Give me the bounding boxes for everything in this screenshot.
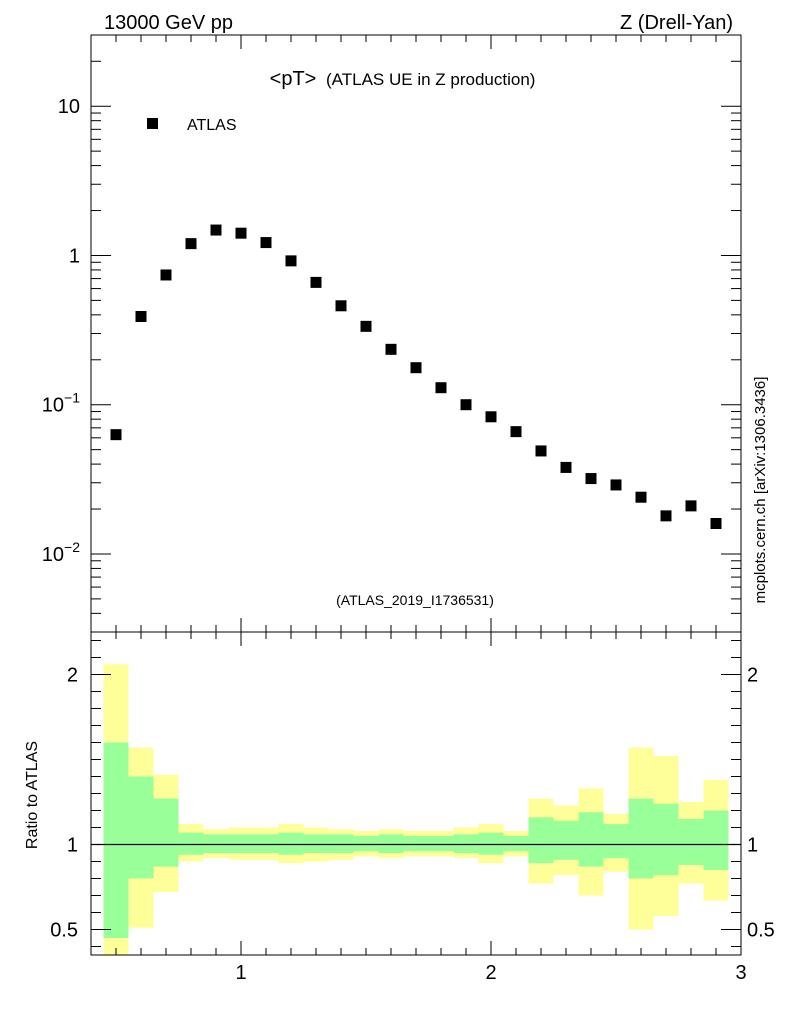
header-process-label: Z (Drell-Yan) <box>620 12 733 34</box>
data-point-atlas <box>710 517 722 529</box>
data-point-atlas <box>485 411 497 423</box>
data-point-atlas <box>535 445 547 457</box>
ratio-ylabel: Ratio to ATLAS <box>24 741 41 849</box>
data-point-atlas <box>385 343 397 355</box>
ratio-band-inner <box>178 832 204 855</box>
data-point-atlas <box>660 510 672 522</box>
ratio-band-inner <box>553 820 579 860</box>
ratio-panel: 1 2 30.5 0.51 12 2 <box>50 631 775 984</box>
ratio-band-inner <box>153 798 179 867</box>
data-point-atlas <box>210 224 222 236</box>
data-point-atlas <box>310 276 322 288</box>
plot-title-sub: (ATLAS UE in Z production) <box>326 70 535 89</box>
y-tick-label: 10−2 <box>42 539 80 566</box>
data-point-atlas <box>685 500 697 512</box>
data-point-atlas <box>185 238 197 250</box>
header-energy-label: 13000 GeV pp <box>104 12 233 34</box>
data-point-atlas <box>135 310 147 322</box>
legend-marker-atlas <box>147 118 158 129</box>
data-point-atlas <box>585 473 597 485</box>
ratio-y-tick-label-right: 2 <box>747 665 758 687</box>
ratio-band-inner <box>528 817 554 864</box>
x-tick-label: 3 <box>735 962 746 984</box>
ratio-band-inner <box>128 776 154 879</box>
ratio-band-inner <box>103 742 129 938</box>
ratio-y-tick-label-left: 2 <box>67 665 78 687</box>
data-point-atlas <box>560 461 572 473</box>
data-point-atlas <box>460 399 472 411</box>
ratio-band-inner <box>403 836 429 852</box>
ratio-band-inner <box>203 834 229 853</box>
y-tick-label: 1 <box>69 245 80 267</box>
data-point-atlas <box>235 227 247 239</box>
ratio-band-inner <box>678 819 704 865</box>
data-point-atlas <box>435 382 447 394</box>
ratio-band-inner <box>703 810 729 870</box>
data-point-atlas <box>410 362 422 374</box>
x-tick-label: 1 <box>235 962 246 984</box>
ratio-band-inner <box>253 834 279 853</box>
ratio-band-inner <box>603 824 629 859</box>
ratio-y-tick-label-left: 0.5 <box>50 920 78 942</box>
data-point-atlas <box>635 491 647 503</box>
ratio-y-tick-label-right: 1 <box>747 835 758 857</box>
ratio-y-tick-label-right: 0.5 <box>747 920 775 942</box>
data-point-atlas <box>510 426 522 438</box>
plot-title-main: <pT> <box>270 68 317 90</box>
ratio-band-inner <box>353 836 379 852</box>
data-point-atlas <box>260 237 272 249</box>
ratio-band-inner <box>303 834 329 853</box>
ratio-band-inner <box>628 798 654 879</box>
ratio-y-tick-label-left: 1 <box>67 835 78 857</box>
ratio-band-inner <box>378 834 404 853</box>
ratio-band-inner <box>653 803 679 876</box>
data-point-atlas <box>335 300 347 312</box>
y-tick-label: 10−1 <box>42 390 80 417</box>
legend-label-atlas: ATLAS <box>187 117 237 134</box>
ratio-band-inner <box>453 834 479 853</box>
data-point-atlas <box>285 255 297 267</box>
main-panel: 10−2 10−1 1 10 <box>42 34 742 633</box>
ratio-band-inner <box>578 812 604 867</box>
ratio-band-inner <box>278 832 304 855</box>
x-tick-label: 2 <box>485 962 496 984</box>
ratio-band-inner <box>503 836 529 852</box>
data-point-atlas <box>110 429 122 441</box>
ratio-band-inner <box>328 834 354 853</box>
y-tick-label: 10 <box>58 96 80 118</box>
data-point-atlas <box>610 479 622 491</box>
analysis-id-label: (ATLAS_2019_I1736531) <box>336 592 494 608</box>
side-source-label: mcplots.cern.ch [arXiv:1306.3436] <box>752 377 769 604</box>
data-point-atlas <box>160 269 172 281</box>
ratio-band-inner <box>228 834 254 853</box>
ratio-band-inner <box>428 836 454 852</box>
data-point-atlas <box>360 320 372 332</box>
ratio-band-inner <box>478 832 504 855</box>
